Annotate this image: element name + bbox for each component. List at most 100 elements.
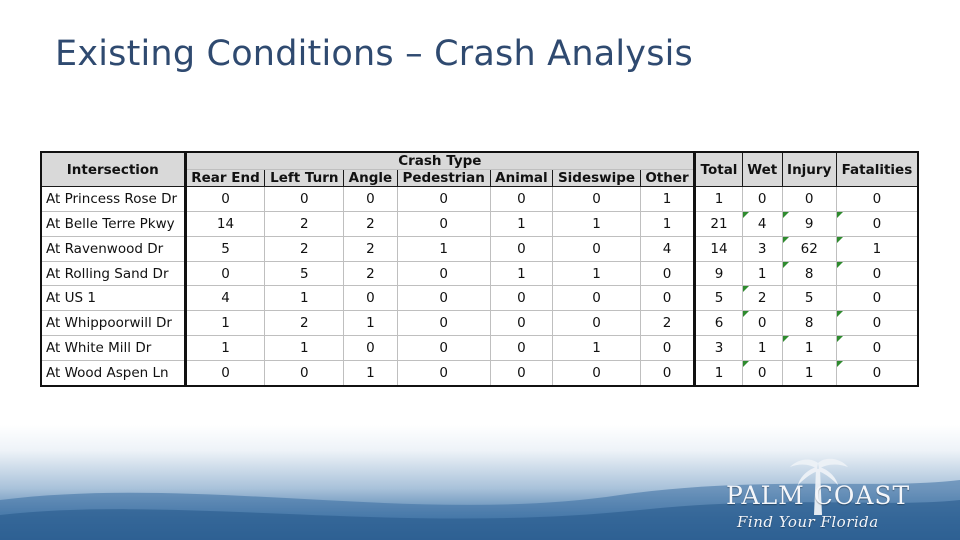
cell-sideswipe: 1 bbox=[552, 335, 641, 362]
crash-analysis-table: Intersection Crash Type Total Wet Injury… bbox=[40, 151, 919, 387]
cell-total: 3 bbox=[694, 335, 743, 362]
cell-other: 0 bbox=[639, 335, 697, 362]
intersection-name-cell: At Princess Rose Dr bbox=[40, 186, 187, 212]
cell-angle: 2 bbox=[343, 235, 398, 262]
cell-animal: 0 bbox=[489, 186, 554, 212]
cell-fatalities: 0 bbox=[835, 310, 919, 337]
cell-rear-end: 0 bbox=[184, 260, 266, 287]
cell-wet: 4 bbox=[741, 210, 783, 237]
cell-animal: 0 bbox=[489, 360, 554, 387]
intersection-name-cell: At Rolling Sand Dr bbox=[40, 260, 187, 287]
cell-left-turn: 0 bbox=[264, 186, 345, 212]
cell-fatalities: 1 bbox=[835, 235, 919, 262]
cell-pedestrian: 0 bbox=[396, 186, 491, 212]
cell-rear-end: 4 bbox=[184, 285, 266, 312]
cell-other: 2 bbox=[639, 310, 697, 337]
cell-injury: 0 bbox=[781, 186, 837, 212]
header-intersection: Intersection bbox=[40, 151, 187, 187]
intersection-name-cell: At Whippoorwill Dr bbox=[40, 310, 187, 337]
header-wet: Wet bbox=[741, 151, 783, 187]
cell-other: 1 bbox=[639, 186, 697, 212]
header-total: Total bbox=[694, 151, 743, 187]
cell-pedestrian: 0 bbox=[396, 335, 491, 362]
cell-fatalities: 0 bbox=[835, 260, 919, 287]
header-rear-end: Rear End bbox=[184, 169, 266, 187]
cell-fatalities: 0 bbox=[835, 210, 919, 237]
cell-sideswipe: 0 bbox=[552, 360, 641, 387]
cell-angle: 1 bbox=[343, 310, 398, 337]
header-crash-type: Crash Type bbox=[184, 151, 697, 170]
cell-injury: 8 bbox=[781, 310, 837, 337]
cell-pedestrian: 0 bbox=[396, 285, 491, 312]
cell-angle: 0 bbox=[343, 285, 398, 312]
cell-total: 1 bbox=[694, 360, 743, 387]
table-row: At Rolling Sand Dr 0 5 2 0 1 1 0 9 1 8 0 bbox=[40, 260, 919, 287]
intersection-name-cell: At White Mill Dr bbox=[40, 335, 187, 362]
cell-wet: 0 bbox=[741, 186, 783, 212]
header-injury: Injury bbox=[781, 151, 837, 187]
cell-total: 6 bbox=[694, 310, 743, 337]
cell-sideswipe: 0 bbox=[552, 235, 641, 262]
cell-other: 0 bbox=[639, 285, 697, 312]
cell-pedestrian: 0 bbox=[396, 360, 491, 387]
cell-fatalities: 0 bbox=[835, 360, 919, 387]
cell-angle: 1 bbox=[343, 360, 398, 387]
cell-animal: 0 bbox=[489, 310, 554, 337]
cell-angle: 0 bbox=[343, 335, 398, 362]
cell-angle: 0 bbox=[343, 186, 398, 212]
table-row: At Princess Rose Dr 0 0 0 0 0 0 1 1 0 0 0 bbox=[40, 186, 919, 212]
cell-rear-end: 5 bbox=[184, 235, 266, 262]
cell-wet: 1 bbox=[741, 335, 783, 362]
cell-other: 0 bbox=[639, 360, 697, 387]
cell-left-turn: 1 bbox=[264, 285, 345, 312]
cell-pedestrian: 0 bbox=[396, 310, 491, 337]
table-row: At Wood Aspen Ln 0 0 1 0 0 0 0 1 0 1 0 bbox=[40, 360, 919, 387]
cell-wet: 2 bbox=[741, 285, 783, 312]
cell-animal: 1 bbox=[489, 210, 554, 237]
cell-pedestrian: 0 bbox=[396, 260, 491, 287]
palm-tree-icon bbox=[790, 458, 848, 515]
cell-animal: 0 bbox=[489, 235, 554, 262]
cell-injury: 8 bbox=[781, 260, 837, 287]
cell-left-turn: 2 bbox=[264, 310, 345, 337]
intersection-name-cell: At Belle Terre Pkwy bbox=[40, 210, 187, 237]
cell-left-turn: 5 bbox=[264, 260, 345, 287]
cell-injury: 9 bbox=[781, 210, 837, 237]
table-row: At Ravenwood Dr 5 2 2 1 0 0 4 14 3 62 1 bbox=[40, 235, 919, 262]
logo-tagline: Find Your Florida bbox=[737, 513, 879, 531]
cell-sideswipe: 1 bbox=[552, 210, 641, 237]
header-pedestrian: Pedestrian bbox=[396, 169, 491, 187]
header-other: Other bbox=[639, 169, 697, 187]
cell-sideswipe: 0 bbox=[552, 186, 641, 212]
cell-wet: 0 bbox=[741, 310, 783, 337]
cell-fatalities: 0 bbox=[835, 186, 919, 212]
cell-animal: 0 bbox=[489, 335, 554, 362]
cell-animal: 1 bbox=[489, 260, 554, 287]
header-fatalities: Fatalities bbox=[835, 151, 919, 187]
cell-animal: 0 bbox=[489, 285, 554, 312]
cell-left-turn: 0 bbox=[264, 360, 345, 387]
header-animal: Animal bbox=[489, 169, 554, 187]
cell-injury: 5 bbox=[781, 285, 837, 312]
cell-sideswipe: 1 bbox=[552, 260, 641, 287]
cell-left-turn: 1 bbox=[264, 335, 345, 362]
cell-other: 0 bbox=[639, 260, 697, 287]
cell-pedestrian: 0 bbox=[396, 210, 491, 237]
table-row: At Whippoorwill Dr 1 2 1 0 0 0 2 6 0 8 0 bbox=[40, 310, 919, 337]
cell-total: 1 bbox=[694, 186, 743, 212]
cell-rear-end: 0 bbox=[184, 360, 266, 387]
cell-wet: 1 bbox=[741, 260, 783, 287]
cell-total: 9 bbox=[694, 260, 743, 287]
cell-fatalities: 0 bbox=[835, 335, 919, 362]
cell-wet: 3 bbox=[741, 235, 783, 262]
cell-wet: 0 bbox=[741, 360, 783, 387]
cell-rear-end: 0 bbox=[184, 186, 266, 212]
cell-pedestrian: 1 bbox=[396, 235, 491, 262]
header-left-turn: Left Turn bbox=[264, 169, 345, 187]
logo-name: PALM COAST bbox=[726, 481, 911, 510]
cell-fatalities: 0 bbox=[835, 285, 919, 312]
header-sideswipe: Sideswipe bbox=[552, 169, 641, 187]
cell-sideswipe: 0 bbox=[552, 285, 641, 312]
cell-total: 21 bbox=[694, 210, 743, 237]
